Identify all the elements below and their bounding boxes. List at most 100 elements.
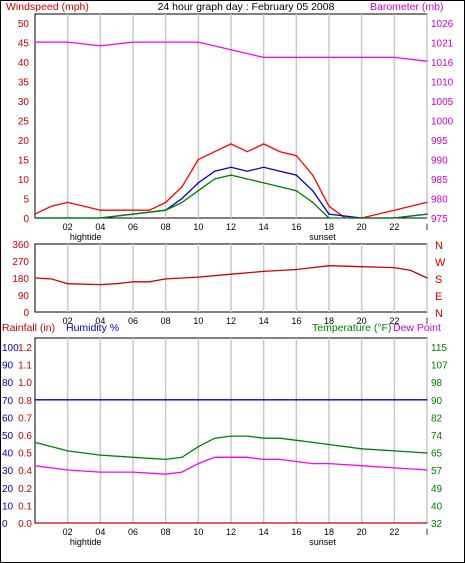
panel2-series-0-point xyxy=(328,265,330,267)
panel2-x-tick-label: 12 xyxy=(226,316,236,326)
panel2-series-0-point xyxy=(148,281,150,283)
panel3-series-2-point xyxy=(361,448,363,450)
panel1-series-2-point xyxy=(328,213,330,215)
panel2-x-tick-label: 14 xyxy=(259,316,269,326)
barometer-axis-label: Barometer (mb) xyxy=(370,1,444,13)
wind-direction-y-tick: 180 xyxy=(12,274,29,285)
humidity-y-tick: 100 xyxy=(2,343,19,354)
panel1-series-2-point xyxy=(295,174,297,176)
panel3-series-3-point xyxy=(165,473,167,475)
panel1-x-tick-label: 20 xyxy=(357,222,367,232)
panel3-series-2-point xyxy=(67,450,69,452)
panel1-series-1-point xyxy=(132,209,134,211)
panel1-series-3-point xyxy=(246,178,248,180)
panel3-series-2-point xyxy=(295,439,297,441)
panel3-series-3-point xyxy=(393,467,395,469)
panel1-series-0-point xyxy=(230,49,232,51)
rainfall-y-tick: 0.8 xyxy=(18,396,32,407)
temperature-y-tick: 49 xyxy=(431,484,443,495)
panel3-series-2-point xyxy=(165,458,167,460)
panel2-series-0-point xyxy=(116,283,118,285)
panel3-series-2-point xyxy=(230,435,232,437)
humidity-y-tick: 20 xyxy=(2,484,14,495)
panel1-series-3-point xyxy=(132,213,134,215)
panel3-series-3-point xyxy=(279,458,281,460)
humidity-y-tick: 60 xyxy=(2,413,14,424)
panel3-x-tick-label: 22 xyxy=(389,527,399,537)
panel1-series-1-point xyxy=(197,158,199,161)
panel1-x-tick-label: 18 xyxy=(324,222,334,232)
compass-label: E xyxy=(435,291,442,303)
panel3-series-2-point xyxy=(181,456,183,458)
panel1-annotation-sunset: sunset xyxy=(309,232,336,242)
panel1-series-1-point xyxy=(83,205,85,207)
panel1-series-3-point xyxy=(181,201,183,203)
windspeed-axis-label: Windspeed (mph) xyxy=(6,1,89,13)
barometer-y-tick: 1000 xyxy=(431,117,454,128)
rainfall-y-tick: 0.2 xyxy=(18,484,32,495)
wind-direction-y-tick: 270 xyxy=(12,257,29,268)
barometer-y-tick: 1021 xyxy=(431,39,454,50)
panel3-series-3-point xyxy=(197,463,199,465)
rainfall-axis-label: Rainfall (in) xyxy=(2,322,55,334)
panel1-series-1-point xyxy=(165,201,167,203)
rainfall-y-tick: 1.0 xyxy=(18,378,32,389)
panel1-series-1-point xyxy=(230,143,232,145)
humidity-y-tick: 80 xyxy=(2,378,14,389)
panel1-series-0-point xyxy=(263,56,265,59)
panel2-series-0-point xyxy=(230,273,232,275)
panel3-annotation-sunset: sunset xyxy=(309,537,336,547)
panel1-series-2-point xyxy=(279,170,281,172)
panel1-annotation-hightide: hightide xyxy=(70,232,102,242)
panel1-series-0-point xyxy=(99,45,101,47)
panel2-x-tick-label: 04 xyxy=(95,316,105,326)
panel1-series-3-point xyxy=(279,186,281,188)
panel1-x-tick-label: 02 xyxy=(63,222,73,232)
rainfall-y-tick: 0.1 xyxy=(18,501,32,512)
panel3-series-3-point xyxy=(214,456,216,458)
panel1-series-1-point xyxy=(410,205,412,207)
panel3-series-3-point xyxy=(312,463,314,465)
panel3-series-2-point xyxy=(263,437,265,439)
temperature-y-tick: 74 xyxy=(431,431,443,442)
panel2-x-tick-label: 22 xyxy=(389,316,399,326)
panel2-series-0-point xyxy=(263,270,265,272)
panel1-series-3-point xyxy=(34,217,36,219)
wind-direction-y-tick: 0 xyxy=(23,308,29,319)
temperature-y-tick: 57 xyxy=(431,466,443,477)
barometer-y-tick: 1026 xyxy=(431,19,454,30)
panel1-series-0-point xyxy=(67,41,69,43)
panel1-series-2-point xyxy=(181,197,183,200)
panel3-series-3 xyxy=(34,456,428,475)
panel2-series-0-point xyxy=(99,284,101,286)
panel2-x-tick-label: 06 xyxy=(128,316,138,326)
panel1-series-0-point xyxy=(132,41,134,43)
panel3-annotation-hightide: hightide xyxy=(70,537,102,547)
panel3-series-0-point xyxy=(34,522,36,524)
wind-direction-y-tick: 360 xyxy=(12,240,29,251)
panel3-series-2-point xyxy=(328,443,330,446)
panel2-x-tick-label: 20 xyxy=(357,316,367,326)
panel2-series-0-point xyxy=(50,278,52,280)
panel3-series-2-point xyxy=(393,450,395,452)
rainfall-y-tick: 0.4 xyxy=(18,466,32,477)
panel3-series-0-point xyxy=(426,522,428,524)
panel3-series-3-point xyxy=(181,471,183,473)
windspeed-y-tick: 5 xyxy=(23,195,29,206)
barometer-y-tick: 1016 xyxy=(431,58,454,69)
windspeed-y-tick: 30 xyxy=(18,97,30,108)
humidity-y-tick: 0 xyxy=(2,519,8,530)
panel2-x-tick-label: 10 xyxy=(193,316,203,326)
panel1-series-3-point xyxy=(263,182,265,184)
dew-point-axis-label: Dew Point xyxy=(393,322,441,334)
panel1-x-tick-label: 22 xyxy=(389,222,399,232)
panel1-series-3-point xyxy=(393,217,395,219)
panel3-series-1-point xyxy=(34,399,36,401)
rainfall-y-tick: 0.6 xyxy=(18,431,32,442)
panel1-series-1-point xyxy=(377,213,379,215)
panel1-series-3-point xyxy=(197,190,199,192)
barometer-y-tick: 985 xyxy=(431,175,448,186)
panel2-series-0-point xyxy=(295,268,297,271)
panel3-series-2-point xyxy=(214,437,216,439)
panel1-series-3-point xyxy=(165,209,167,211)
